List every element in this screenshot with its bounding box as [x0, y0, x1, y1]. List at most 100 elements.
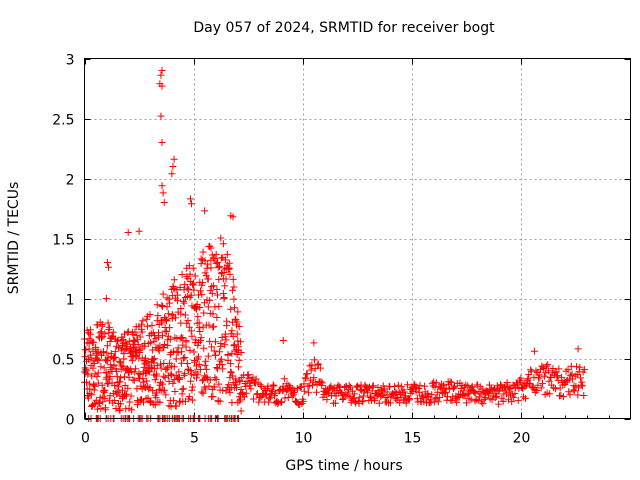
- data-point: [193, 305, 201, 313]
- data-point: [114, 387, 122, 395]
- data-point: [398, 383, 406, 391]
- data-point: [115, 405, 123, 413]
- data-point: [101, 404, 109, 412]
- data-point: [384, 394, 392, 402]
- data-point: [91, 382, 99, 390]
- data-point: [210, 282, 218, 290]
- data-point: [96, 399, 104, 407]
- y-tick-label: 3: [66, 53, 75, 69]
- data-point: [413, 394, 421, 402]
- data-point: [185, 285, 193, 293]
- data-point: [415, 385, 423, 393]
- data-point: [209, 323, 217, 331]
- data-point: [215, 380, 223, 388]
- data-point: [204, 275, 212, 283]
- data-point: [160, 199, 168, 206]
- data-point: [182, 343, 190, 351]
- data-point: [280, 375, 288, 383]
- data-point: [202, 365, 210, 373]
- data-point: [167, 403, 175, 411]
- data-point: [195, 319, 203, 327]
- data-point: [157, 364, 165, 372]
- data-point: [516, 378, 524, 386]
- data-point: [209, 392, 217, 400]
- data-point: [170, 155, 178, 163]
- data-point: [366, 393, 374, 401]
- data-point: [153, 362, 161, 370]
- data-point: [160, 360, 168, 368]
- data-point: [416, 381, 424, 389]
- data-point: [133, 331, 141, 339]
- data-point: [200, 344, 208, 352]
- data-point: [181, 280, 189, 288]
- data-point: [212, 259, 220, 267]
- data-point: [459, 387, 467, 395]
- data-point: [104, 369, 112, 377]
- data-point: [149, 356, 157, 364]
- data-point: [183, 284, 191, 292]
- data-point: [210, 347, 218, 355]
- data-point: [136, 348, 144, 356]
- data-point: [434, 398, 442, 406]
- data-point: [223, 317, 231, 325]
- data-point: [226, 270, 234, 278]
- data-point: [230, 295, 238, 303]
- data-point: [213, 314, 221, 322]
- data-point: [206, 376, 214, 384]
- data-point: [185, 323, 193, 331]
- data-point: [188, 200, 196, 208]
- data-point: [545, 377, 553, 385]
- data-point: [219, 290, 227, 298]
- data-point: [84, 370, 92, 378]
- data-point: [377, 386, 385, 394]
- data-point: [215, 275, 223, 283]
- data-point: [532, 367, 540, 375]
- data-point: [350, 390, 358, 398]
- data-point: [111, 348, 119, 356]
- data-point: [113, 367, 121, 375]
- data-point: [227, 360, 235, 368]
- data-point: [360, 392, 368, 400]
- data-point: [156, 398, 164, 406]
- data-point: [436, 383, 444, 391]
- data-point: [215, 348, 223, 356]
- data-point: [495, 400, 503, 408]
- data-point: [117, 374, 125, 382]
- x-tick-label: 0: [81, 431, 90, 447]
- data-point: [255, 398, 263, 406]
- data-point: [210, 383, 218, 391]
- data-point: [193, 374, 201, 382]
- data-point: [176, 398, 184, 406]
- data-point: [229, 332, 237, 340]
- data-point: [506, 384, 514, 392]
- data-point: [170, 363, 178, 371]
- data-point: [184, 317, 192, 325]
- data-point: [470, 388, 478, 396]
- data-point: [97, 363, 105, 371]
- data-point: [359, 397, 367, 405]
- data-point: [297, 383, 305, 391]
- data-point: [160, 386, 168, 394]
- data-point: [219, 240, 227, 248]
- data-point: [119, 394, 127, 402]
- plot-frame: [84, 58, 631, 419]
- data-point: [132, 365, 140, 373]
- data-point: [98, 381, 106, 389]
- data-point: [97, 404, 105, 412]
- data-point: [386, 399, 394, 407]
- data-point: [323, 396, 331, 404]
- data-point: [432, 379, 440, 387]
- data-point: [230, 283, 238, 291]
- data-point: [147, 338, 155, 346]
- data-point: [191, 304, 199, 312]
- data-point: [186, 346, 194, 354]
- data-point: [300, 380, 308, 388]
- data-point: [350, 395, 358, 403]
- data-point: [147, 364, 155, 372]
- data-point: [90, 381, 98, 389]
- data-point: [310, 356, 318, 364]
- data-point: [187, 291, 195, 299]
- data-point: [204, 303, 212, 311]
- data-point: [201, 207, 209, 215]
- data-point: [345, 381, 353, 389]
